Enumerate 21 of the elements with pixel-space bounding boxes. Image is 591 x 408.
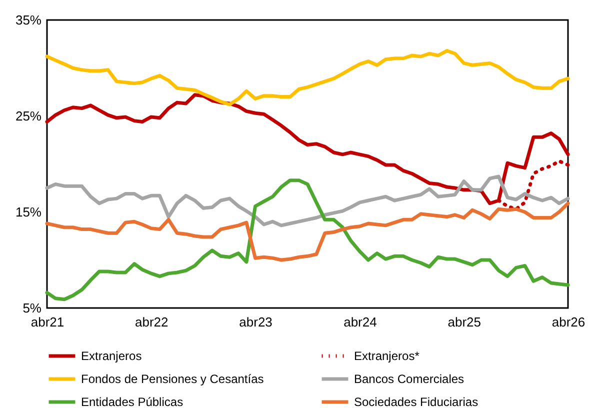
y-tick-label: 5%: [22, 300, 42, 316]
y-tick-label: 25%: [15, 108, 42, 124]
legend-label: Entidades Públicas: [81, 395, 184, 408]
line-series: [45, 178, 570, 302]
legend-label: Extranjeros: [81, 349, 142, 363]
x-tick-label: abr26: [552, 314, 586, 330]
x-tick-label: abr22: [135, 314, 168, 330]
line-series: [45, 174, 570, 228]
legend-label: Extranjeros*: [354, 349, 420, 363]
line-series: [45, 48, 570, 106]
x-tick-label: abr21: [30, 314, 64, 330]
line-series: [45, 93, 570, 206]
y-tick-label: 15%: [15, 204, 42, 220]
y-tick-label: 35%: [15, 12, 42, 28]
x-tick-label: abr25: [448, 314, 481, 330]
legend-label: Bancos Comerciales: [354, 372, 464, 386]
legend-label: Sociedades Fiduciarias: [354, 395, 478, 408]
legend-label: Fondos de Pensiones y Cesantías: [81, 372, 264, 386]
line-series: [45, 202, 570, 262]
x-tick-label: abr24: [344, 314, 377, 330]
x-tick-label: abr23: [239, 314, 272, 330]
